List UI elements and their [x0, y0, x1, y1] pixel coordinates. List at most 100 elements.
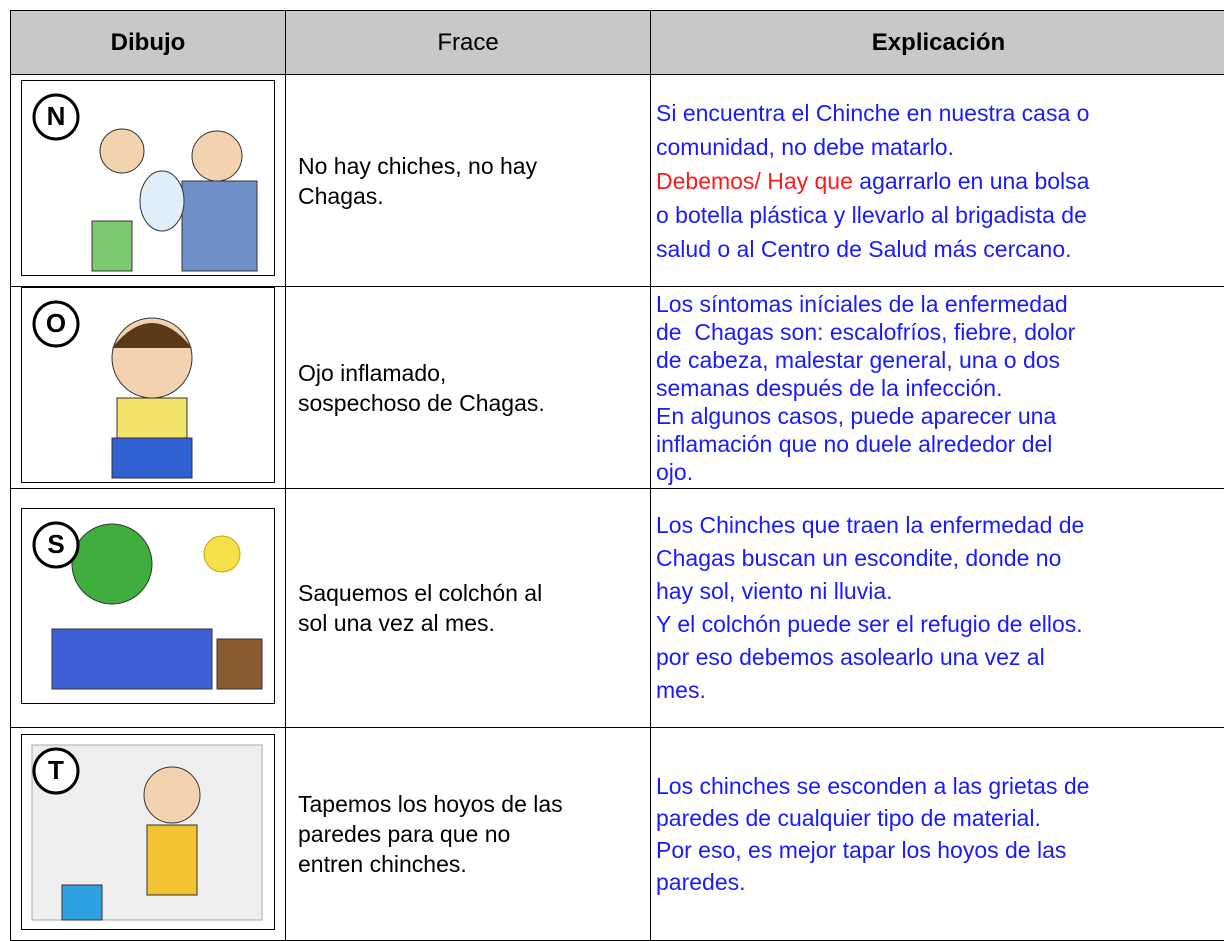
illustration-art: N [22, 81, 274, 275]
explanation-text: Los síntomas iníciales de la enfermedad [656, 291, 1068, 317]
badge-letter: S [47, 529, 64, 559]
explanation-line: En algunos casos, puede aparecer una [656, 402, 1224, 430]
explanation-text: Si encuentra el Chinche en nuestra casa … [656, 100, 1089, 126]
frace-line: sospechoso de Chagas. [298, 388, 650, 418]
explanation-text: Los chinches se esconden a las grietas d… [656, 773, 1089, 799]
explanation-line: ojo. [656, 458, 1224, 486]
explanation-line: Si encuentra el Chinche en nuestra casa … [656, 96, 1224, 130]
hair [112, 323, 192, 348]
illustration-art: T [22, 735, 274, 929]
explanation-line: mes. [656, 674, 1224, 707]
explanation-text: comunidad, no debe matarlo. [656, 134, 954, 160]
figure [92, 221, 132, 271]
mattress [52, 629, 212, 689]
illustration: S [21, 508, 275, 704]
illustration: O [21, 287, 275, 483]
figure [100, 129, 144, 173]
explanation-text: hay sol, viento ni lluvia. [656, 578, 893, 604]
frace-line: Tapemos los hoyos de las [298, 789, 650, 819]
tree [72, 524, 152, 604]
explanation-line: comunidad, no debe matarlo. [656, 130, 1224, 164]
frace-line: Saquemos el colchón al [298, 578, 650, 608]
explanation-line: Debemos/ Hay que agarrarlo en una bolsa [656, 164, 1224, 198]
explanation-line: salud o al Centro de Salud más cercano. [656, 232, 1224, 266]
explanation-line: paredes de cualquier tipo de material. [656, 802, 1224, 834]
table-row: S Saquemos el colchón al sol una vez al … [11, 489, 1224, 728]
illustration-art: S [22, 509, 274, 703]
figure [144, 767, 200, 823]
explanation-text: ojo. [656, 459, 693, 485]
table-cell: Si encuentra el Chinche en nuestra casa … [651, 75, 1224, 287]
jar [140, 171, 184, 231]
explanation-text: Por eso, es mejor tapar los hoyos de las [656, 837, 1066, 863]
explanation-text: Los Chinches que traen la enfermedad de [656, 512, 1084, 538]
illustration: T [21, 734, 275, 930]
table-cell: Los Chinches que traen la enfermedad de C… [651, 489, 1224, 728]
explanation-line: Chagas buscan un escondite, donde no [656, 542, 1224, 575]
explanation-text: de cabeza, malestar general, una o dos [656, 347, 1060, 373]
badge-letter: T [48, 755, 64, 785]
bucket [62, 885, 102, 920]
explanation-text: Debemos/ Hay que [656, 168, 853, 194]
table: Dibujo Frace Explicación N No hay chiches… [10, 10, 1224, 941]
badge-letter: N [47, 101, 66, 131]
figure [182, 181, 257, 271]
sun [204, 536, 240, 572]
explanation-text: paredes de cualquier tipo de material. [656, 805, 1041, 831]
explanation-text: paredes. [656, 869, 746, 895]
frace-line: sol una vez al mes. [298, 608, 650, 638]
explanation-text: Chagas buscan un escondite, donde no [656, 545, 1061, 571]
table-cell: S [11, 489, 286, 728]
explanation-text: En algunos casos, puede aparecer una [656, 403, 1056, 429]
explanation-text: mes. [656, 677, 706, 703]
badge-letter: O [46, 308, 66, 338]
header-row: Dibujo Frace Explicación [11, 11, 1224, 75]
explanation-line: Por eso, es mejor tapar los hoyos de las [656, 834, 1224, 866]
explanation-line: hay sol, viento ni lluvia. [656, 575, 1224, 608]
illustration: N [21, 80, 275, 276]
explanation-text: Y el colchón puede ser el refugio de ell… [656, 611, 1083, 637]
explanation-line: Y el colchón puede ser el refugio de ell… [656, 608, 1224, 641]
explanation-line: paredes. [656, 866, 1224, 898]
figure [147, 825, 197, 895]
explanation-line: Los Chinches que traen la enfermedad de [656, 509, 1224, 542]
table-cell: T [11, 728, 286, 941]
frace-line: Ojo inflamado, [298, 358, 650, 388]
frace-line: paredes para que no [298, 819, 650, 849]
explanation-text: de Chagas son: escalofríos, fiebre, dolo… [656, 319, 1075, 345]
table-cell: N [11, 75, 286, 287]
explanation-line: Los chinches se esconden a las grietas d… [656, 770, 1224, 802]
explanation-text: salud o al Centro de Salud más cercano. [656, 236, 1072, 262]
header-cell: Dibujo [11, 11, 286, 75]
explanation-text: inflamación que no duele alrededor del [656, 431, 1052, 457]
explanation-line: de cabeza, malestar general, una o dos [656, 346, 1224, 374]
explanation-line: inflamación que no duele alrededor del [656, 430, 1224, 458]
frace-line: Chagas. [298, 181, 650, 211]
explanation-text: agarrarlo en una bolsa [853, 168, 1090, 194]
explanation-line: por eso debemos asolearlo una vez al [656, 641, 1224, 674]
table-cell: Saquemos el colchón al sol una vez al me… [286, 489, 651, 728]
explanation-text: semanas después de la infección. [656, 375, 1003, 401]
fence [217, 639, 262, 689]
explanation-line: semanas después de la infección. [656, 374, 1224, 402]
table-cell: Los chinches se esconden a las grietas d… [651, 728, 1224, 941]
illustration-art: O [22, 288, 274, 482]
explanation-text: por eso debemos asolearlo una vez al [656, 644, 1045, 670]
figure [112, 438, 192, 478]
explanation-line: Los síntomas iníciales de la enfermedad [656, 290, 1224, 318]
explanation-line: de Chagas son: escalofríos, fiebre, dolo… [656, 318, 1224, 346]
figure [192, 131, 242, 181]
explanation-text: o botella plástica y llevarlo al brigadi… [656, 202, 1087, 228]
table-cell: Ojo inflamado,sospechoso de Chagas. [286, 287, 651, 489]
table-cell: O [11, 287, 286, 489]
frace-line: entren chinches. [298, 849, 650, 879]
header-cell: Frace [286, 11, 651, 75]
header-cell: Explicación [651, 11, 1224, 75]
